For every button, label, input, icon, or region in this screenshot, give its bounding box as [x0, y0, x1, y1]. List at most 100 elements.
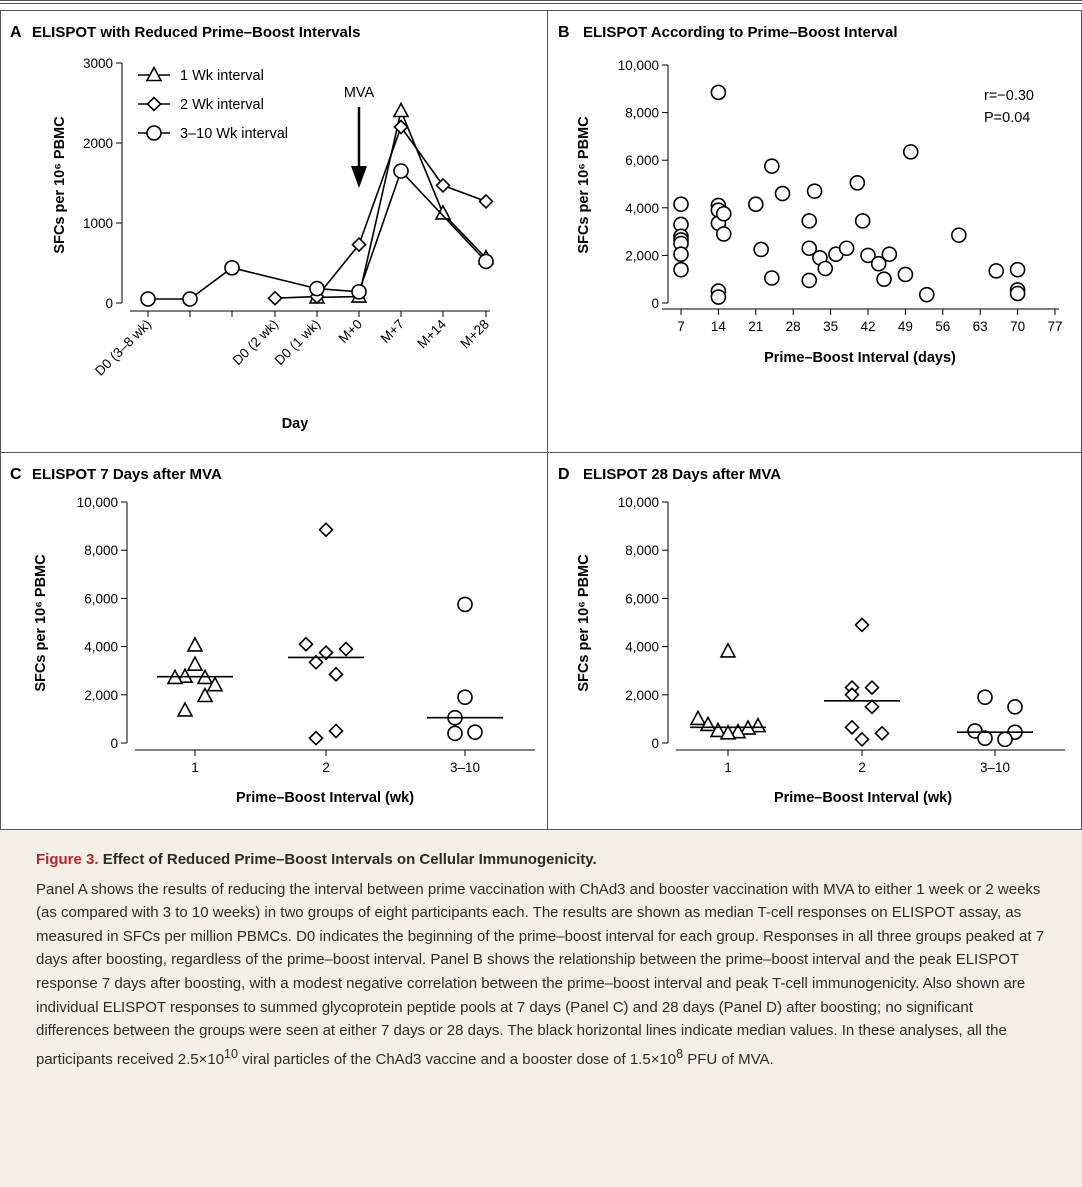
panel-divider-horizontal	[1, 452, 1081, 453]
panel-a-point	[351, 236, 367, 253]
mva-arrow-head	[351, 166, 367, 188]
panel-b-y-tick-label: 2,000	[625, 248, 659, 263]
panel-b-point	[801, 240, 818, 257]
panel-b-point	[951, 227, 967, 243]
panel-a-legend-label: 3–10 Wk interval	[180, 126, 288, 142]
panel-a-point	[309, 280, 325, 297]
panel-b-plot: 0 2,000 4,000 6,000 8,000 10,000 7 14 21 28 35 42 49…	[618, 58, 1063, 334]
panel-a-x-tick-label: D0 (1 wk)	[272, 317, 323, 368]
panel-b-point	[764, 158, 780, 174]
panel-d-ylabel: SFCs per 10⁶ PBMC	[576, 554, 592, 692]
panel-a-letter: A	[10, 24, 22, 41]
figure-caption: Figure 3. Effect of Reduced Prime–Boost …	[0, 830, 1082, 1187]
panel-d-y-tick-label: 4,000	[625, 640, 659, 655]
panel-b-point	[849, 175, 866, 191]
panel-d-y-tick-label: 6,000	[625, 591, 659, 606]
panel-b-point	[1009, 285, 1026, 302]
panel-c-point	[196, 686, 214, 703]
panel-a-x-tick-label: M+14	[414, 316, 449, 351]
caption-figure-label: Figure 3.	[36, 851, 99, 868]
panel-d-point	[997, 731, 1013, 748]
panel-a-point	[393, 163, 409, 179]
panel-a-point	[478, 193, 494, 210]
chart-canvas: A ELISPOT with Reduced Prime–Boost Inter…	[10, 24, 1065, 806]
panel-c-point	[328, 723, 344, 739]
panel-b-x-tick-label: 42	[860, 319, 875, 334]
panel-d-plot: 0 2,000 4,000 6,000 8,000 10,000 1 2 3–10	[618, 495, 1065, 775]
panel-d-point	[719, 724, 737, 740]
panel-b-x-tick-label: 70	[1010, 319, 1025, 334]
panel-b-point	[817, 260, 834, 277]
panel-b-point	[897, 266, 914, 283]
panel-c-y-tick-label: 10,000	[77, 495, 118, 510]
mva-annotation: MVA	[344, 85, 375, 101]
panel-a-point	[182, 291, 198, 307]
panel-a-legend-marker	[145, 65, 163, 82]
panel-b-x-tick-label: 35	[823, 319, 838, 334]
panel-d-point	[1007, 699, 1023, 715]
panel-b-point	[860, 247, 876, 264]
panel-a-title: ELISPOT with Reduced Prime–Boost Interva…	[32, 24, 360, 41]
panel-b-point	[806, 183, 823, 199]
panel-c-point	[318, 522, 334, 538]
panel-b-y-tick-label: 4,000	[625, 201, 659, 216]
panel-d-y-tick-label: 8,000	[625, 543, 659, 558]
panel-b-y-tick-label: 10,000	[618, 58, 659, 73]
panel-c-point	[457, 596, 473, 613]
panel-a-x-tick-label: D0 (3–8 wk)	[92, 317, 154, 379]
panel-a-point	[140, 291, 156, 307]
top-rule	[0, 0, 1082, 4]
panel-b-point	[881, 246, 898, 263]
panel-b-title: ELISPOT According to Prime–Boost Interva…	[583, 24, 898, 41]
panel-d-point	[864, 679, 880, 696]
panel-d-letter: D	[558, 466, 570, 483]
panel-a-y-tick-label: 0	[105, 296, 113, 311]
panel-a-point	[224, 259, 240, 276]
panel-b-point	[838, 240, 855, 257]
panel-c-y-tick-label: 0	[110, 736, 118, 751]
panel-c-xlabel: Prime–Boost Interval (wk)	[236, 790, 414, 806]
panel-d-point	[719, 642, 737, 658]
panel-b-y-tick-label: 0	[651, 296, 659, 311]
panel-b-x-tick-label: 49	[898, 319, 913, 334]
panel-a-point	[267, 290, 283, 306]
panel-b-ylabel: SFCs per 10⁶ PBMC	[576, 116, 592, 254]
panel-a-point	[434, 204, 452, 220]
panel-c-point	[467, 724, 483, 740]
panel-c-point	[308, 730, 324, 746]
panel-a-point	[351, 283, 367, 300]
panel-b-x-tick-label: 14	[711, 319, 727, 334]
panel-b-point	[876, 271, 892, 288]
panel-c-point	[328, 666, 344, 682]
panel-c-y-tick-label: 4,000	[84, 640, 118, 655]
panel-a-series-line	[316, 108, 487, 299]
panel-c-point	[186, 636, 204, 652]
panel-c-point	[176, 701, 194, 717]
panel-c-point	[338, 641, 354, 657]
panel-a-point	[393, 119, 409, 135]
panel-b-point	[673, 196, 689, 213]
panel-b-point	[673, 261, 689, 278]
panel-b-point	[918, 286, 935, 303]
panel-a-point	[478, 253, 494, 270]
caption-title-line: Figure 3. Effect of Reduced Prime–Boost …	[36, 848, 1046, 872]
panel-b-x-tick-label: 77	[1047, 319, 1062, 334]
panel-b-point	[854, 213, 871, 229]
panel-d-point	[709, 721, 727, 738]
panel-b-point	[774, 185, 791, 202]
panel-a-series-line	[148, 169, 487, 300]
panel-d-x-tick-label: 2	[858, 760, 866, 775]
panel-b-x-tick-label: 7	[677, 319, 685, 334]
panel-c-plot: 0 2,000 4,000 6,000 8,000 10,000 1 2 3–10	[77, 495, 535, 775]
panel-b-point	[710, 289, 727, 305]
panel-a-xlabel: Day	[282, 416, 309, 432]
panel-a-x-tick-label: M+7	[378, 317, 407, 346]
panel-c-point	[308, 654, 324, 670]
caption-body-start: Panel A shows the results of reducing th…	[36, 880, 1045, 1068]
panel-b-xlabel: Prime–Boost Interval (days)	[764, 350, 956, 366]
panel-d-y-tick-label: 10,000	[618, 495, 659, 510]
panel-a-series-line	[274, 125, 487, 299]
caption-sup-1: 10	[224, 1046, 238, 1061]
